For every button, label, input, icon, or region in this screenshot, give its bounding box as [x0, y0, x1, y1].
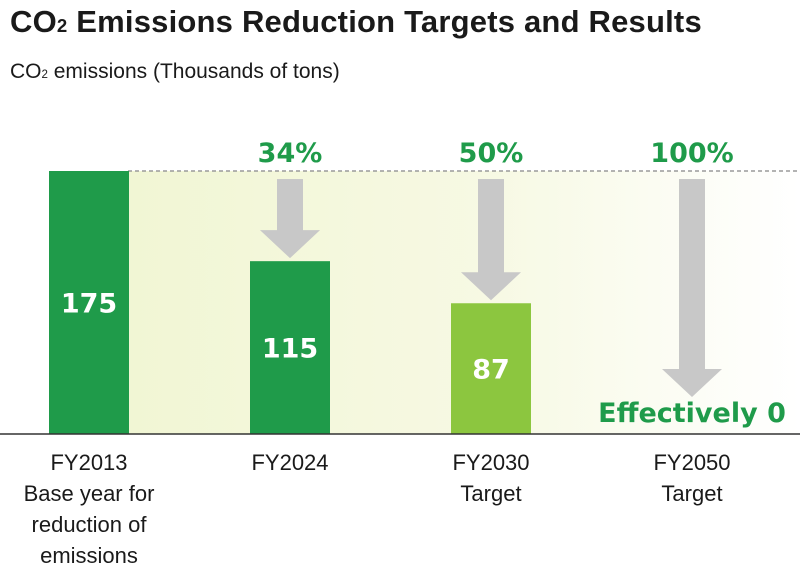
- reduction-arrow-1: [260, 179, 320, 259]
- x-tick-label-line: emissions: [40, 543, 138, 568]
- bar-0: [49, 171, 129, 434]
- x-tick-label-0: FY2013 Base year for reduction of emissions: [0, 447, 189, 571]
- bar-value-label-0: 175: [61, 289, 117, 320]
- x-tick-label-3: FY2050 Target: [592, 447, 792, 509]
- bar-value-label-3: Effectively 0: [598, 398, 786, 429]
- x-tick-label-line: FY2024: [251, 450, 329, 475]
- chart-title: CO2 Emissions Reduction Targets and Resu…: [10, 4, 702, 39]
- x-tick-label-line: FY2050: [653, 450, 731, 475]
- bar-value-label-2: 87: [472, 355, 510, 386]
- x-tick-label-1: FY2024: [190, 447, 390, 478]
- bar-1: [250, 261, 330, 434]
- reduction-percent-label-3: 100%: [650, 138, 733, 169]
- x-tick-label-2: FY2030 Target: [391, 447, 591, 509]
- reduction-percent-label-1: 34%: [258, 138, 323, 169]
- reduction-percent-label-2: 50%: [459, 138, 524, 169]
- x-tick-label-line: Target: [661, 481, 723, 506]
- x-tick-label-line: FY2013: [50, 450, 128, 475]
- reduction-arrow-2: [461, 179, 521, 301]
- bar-value-label-1: 115: [262, 334, 318, 365]
- x-tick-label-line: Base year for: [23, 481, 155, 506]
- y-axis-label: CO2 emissions (Thousands of tons): [10, 60, 340, 83]
- reduction-arrow-3: [662, 179, 722, 397]
- x-tick-label-line: reduction of: [31, 512, 147, 537]
- x-tick-label-line: FY2030: [452, 450, 530, 475]
- bar-2: [451, 303, 531, 434]
- x-tick-label-line: Target: [460, 481, 522, 506]
